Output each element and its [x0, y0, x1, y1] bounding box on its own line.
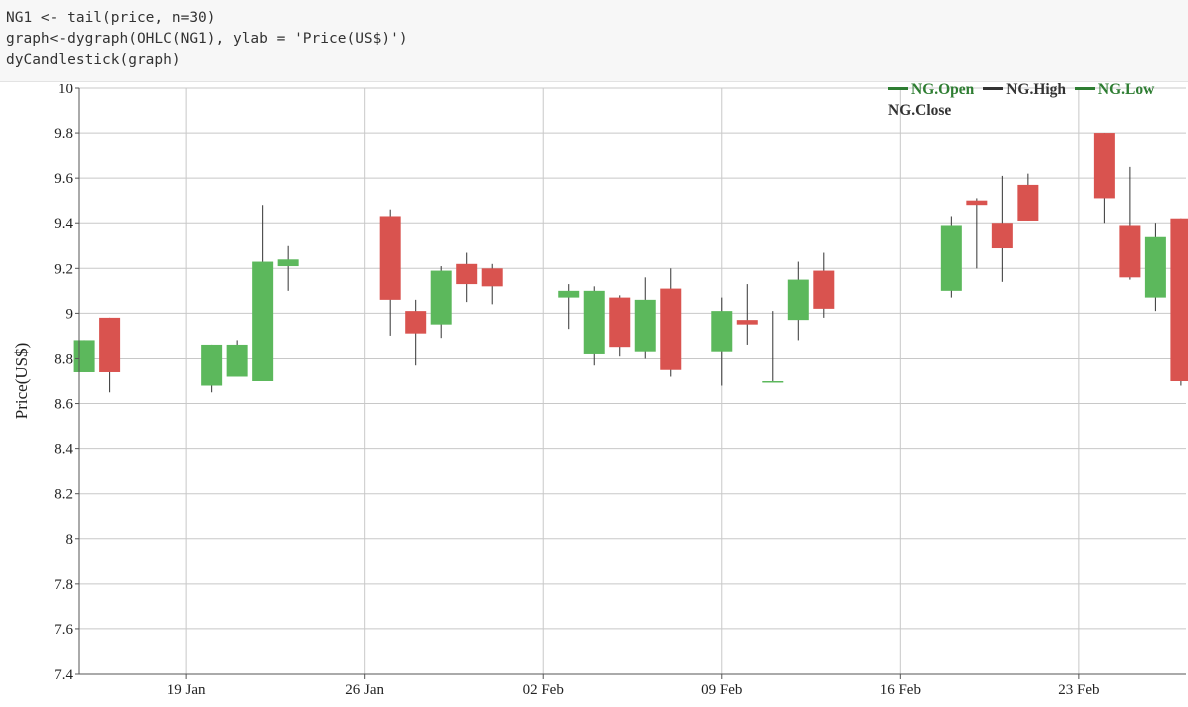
legend-label-high: NG.High — [1006, 81, 1067, 98]
candle-body — [430, 270, 452, 325]
candle — [405, 299, 427, 366]
candle — [99, 317, 121, 393]
legend-label-open: NG.Open — [911, 81, 975, 98]
candle — [1093, 133, 1115, 224]
grid — [79, 87, 1186, 675]
axes: 7.4 7.6 7.8 8 8.2 8.4 8.6 8.8 9 9.2 9.4 9.6 9.8 10 19 … — [54, 84, 1186, 698]
candle-body — [762, 381, 784, 383]
candle-body — [634, 299, 656, 352]
legend-item-high: NG.High — [983, 81, 1066, 98]
candles — [73, 133, 1188, 393]
x-tick-label: 23 Feb — [1058, 682, 1099, 698]
y-tick-label: 8.2 — [54, 487, 73, 503]
candle-body — [991, 223, 1013, 249]
candle — [736, 284, 758, 345]
code-line-3: dyCandlestick(graph) — [6, 52, 181, 68]
y-tick-label: 9.4 — [54, 216, 73, 232]
candle — [1170, 218, 1188, 386]
y-tick-label: 7.4 — [54, 667, 73, 683]
candle — [711, 297, 733, 386]
y-tick-label: 8.6 — [54, 397, 73, 413]
candle-body — [813, 270, 835, 309]
candle — [73, 340, 95, 372]
x-tick-label: 09 Feb — [701, 682, 742, 698]
y-tick-label: 8 — [66, 532, 74, 548]
x-tick-label: 02 Feb — [523, 682, 564, 698]
y-tick-label: 8.4 — [54, 442, 73, 458]
candle — [456, 252, 478, 303]
code-line-1: NG1 <- tail(price, n=30) — [6, 10, 216, 26]
code-cell[interactable]: NG1 <- tail(price, n=30) graph<-dygraph(… — [0, 0, 1188, 82]
y-tick-label: 7.6 — [54, 622, 73, 638]
candle — [634, 277, 656, 359]
candle-body — [787, 279, 809, 321]
candle — [813, 252, 835, 318]
candle — [1119, 166, 1141, 280]
candle — [277, 245, 299, 291]
candle-body — [736, 320, 758, 325]
legend-label-close: NG.Close — [888, 102, 952, 119]
candle-body — [226, 344, 248, 377]
legend: NG.Open NG.High NG.Low NG.Close — [888, 79, 1178, 121]
candle-body — [583, 290, 605, 354]
candle-body — [1017, 184, 1039, 221]
candle-body — [277, 259, 299, 267]
legend-swatch-low — [1074, 86, 1095, 90]
candle-body — [660, 288, 682, 370]
legend-item-open: NG.Open — [888, 81, 974, 98]
y-tick-label: 8.8 — [54, 351, 73, 367]
candle — [430, 266, 452, 339]
legend-item-low: NG.Low — [1074, 81, 1155, 98]
candle-body — [201, 344, 223, 386]
candle — [583, 286, 605, 366]
candle — [1017, 173, 1039, 221]
y-tick-label: 9.8 — [54, 126, 73, 142]
candle-body — [711, 311, 733, 352]
candle — [201, 344, 223, 393]
candle-body — [481, 268, 503, 287]
y-axis-title: Price(US$) — [12, 343, 31, 419]
candle-body — [1144, 236, 1166, 298]
candlestick-chart[interactable]: 7.4 7.6 7.8 8 8.2 8.4 8.6 8.8 9 9.2 9.4 9.6 9.8 10 19 … — [0, 84, 1188, 707]
legend-label-low: NG.Low — [1097, 81, 1155, 98]
x-tick-label: 16 Feb — [880, 682, 921, 698]
candle — [481, 263, 503, 305]
candle-body — [609, 297, 631, 348]
candle — [379, 209, 401, 336]
y-tick-label: 7.8 — [54, 577, 73, 593]
candle — [558, 284, 580, 330]
y-tick-label: 9.2 — [54, 261, 73, 277]
candle — [787, 261, 809, 341]
candle — [226, 340, 248, 377]
y-tick-label: 9 — [66, 306, 74, 322]
candle — [609, 295, 631, 357]
candle-body — [379, 216, 401, 300]
candle — [1144, 223, 1166, 312]
candle-body — [1119, 225, 1141, 278]
candle-body — [1170, 218, 1188, 381]
candle-body — [940, 225, 962, 291]
candle — [252, 205, 274, 381]
candle — [966, 198, 988, 269]
candle-body — [99, 317, 121, 372]
legend-swatch-open — [888, 86, 908, 90]
candle — [991, 175, 1013, 282]
candle-body — [558, 290, 580, 298]
candle — [660, 268, 682, 377]
candle-body — [405, 311, 427, 334]
candle — [762, 311, 784, 383]
candle-body — [1093, 133, 1115, 199]
code-line-2: graph<-dygraph(OHLC(NG1), ylab = 'Price(… — [6, 31, 408, 47]
candle-body — [73, 340, 95, 372]
legend-swatch-high — [983, 86, 1004, 90]
y-tick-label: 9.6 — [54, 171, 73, 187]
candle-body — [966, 200, 988, 206]
candle-body — [456, 263, 478, 285]
candle — [940, 216, 962, 298]
legend-item-close: NG.Close — [888, 102, 951, 119]
x-tick-label: 26 Jan — [345, 682, 384, 698]
candle-body — [252, 261, 274, 381]
y-tick-label: 10 — [58, 84, 73, 97]
x-tick-label: 19 Jan — [167, 682, 206, 698]
